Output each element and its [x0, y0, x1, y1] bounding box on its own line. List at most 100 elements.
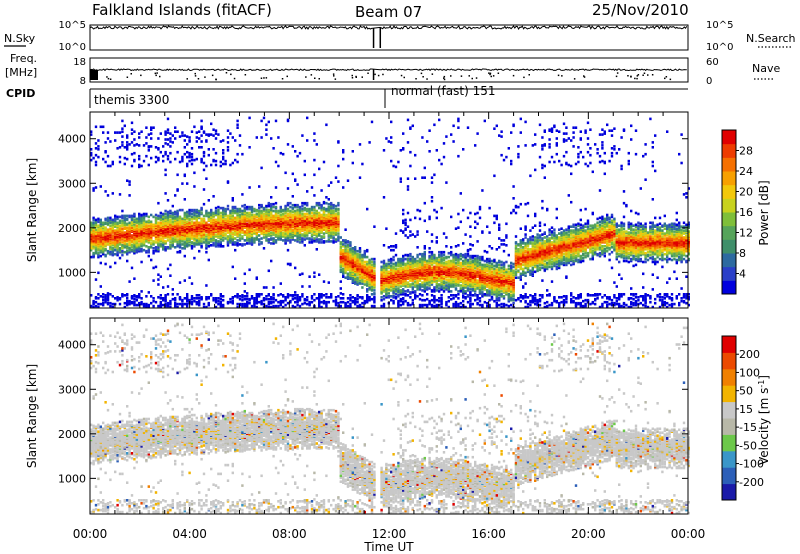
- heatmap-cell: [219, 219, 222, 223]
- heatmap-cell: [145, 295, 148, 298]
- heatmap-cell: [152, 240, 155, 243]
- heatmap-cell: [370, 120, 374, 124]
- heatmap-cell: [102, 221, 105, 225]
- heatmap-cell: [140, 240, 143, 243]
- heatmap-cell: [435, 289, 438, 292]
- heatmap-cell: [423, 298, 426, 302]
- heatmap-cell: [229, 211, 232, 215]
- heatmap-cell: [181, 159, 184, 163]
- nave-dot: [634, 77, 636, 80]
- heatmap-cell: [246, 224, 249, 227]
- heatmap-cell: [356, 252, 359, 256]
- heatmap-cell: [250, 236, 254, 239]
- heatmap-cell: [157, 273, 160, 276]
- heatmap-cell: [250, 295, 254, 298]
- heatmap-cell: [97, 271, 100, 275]
- heatmap-cell: [356, 276, 359, 279]
- heatmap-cell: [164, 209, 167, 213]
- heatmap-cell: [306, 190, 309, 193]
- heatmap-cell: [178, 249, 182, 253]
- heatmap-cell: [423, 268, 426, 272]
- heatmap-cell: [406, 236, 410, 239]
- heatmap-cell: [248, 297, 251, 301]
- heatmap-cell: [409, 283, 412, 286]
- heatmap-cell: [222, 236, 225, 239]
- heatmap-cell: [399, 180, 402, 183]
- heatmap-cell: [294, 150, 297, 153]
- heatmap-cell: [286, 201, 290, 205]
- heatmap-cell: [210, 239, 213, 242]
- heatmap-cell: [258, 212, 261, 216]
- heatmap-cell: [313, 293, 316, 296]
- heatmap-cell: [272, 242, 275, 245]
- heatmap-cell: [358, 303, 362, 307]
- heatmap-cell: [313, 173, 316, 177]
- heatmap-cell: [207, 241, 210, 244]
- heatmap-cell: [128, 180, 131, 183]
- heatmap-cell: [387, 262, 390, 266]
- heatmap-cell: [291, 195, 294, 198]
- heatmap-cell: [214, 233, 218, 236]
- heatmap-cell: [337, 207, 340, 211]
- heatmap-cell: [435, 286, 438, 289]
- heatmap-cell: [183, 279, 186, 282]
- heatmap-cell: [344, 276, 347, 279]
- heatmap-cell: [370, 288, 374, 291]
- heatmap-cell: [92, 245, 95, 248]
- heatmap-cell: [322, 294, 326, 297]
- heatmap-cell: [399, 149, 402, 152]
- heatmap-cell: [366, 255, 369, 259]
- heatmap-cell: [133, 236, 136, 239]
- heatmap-cell: [114, 131, 117, 134]
- heatmap-cell: [368, 258, 371, 262]
- heatmap-cell: [133, 247, 136, 250]
- heatmap-cell: [438, 260, 441, 264]
- heatmap-cell: [183, 302, 186, 306]
- heatmap-cell: [253, 240, 256, 243]
- heatmap-cell: [332, 203, 335, 207]
- nave-dot: [230, 73, 232, 76]
- heatmap-cell: [123, 250, 126, 254]
- heatmap-cell: [171, 230, 174, 233]
- heatmap-cell: [399, 269, 402, 273]
- heatmap-cell: [342, 150, 345, 154]
- heatmap-cell: [337, 201, 340, 205]
- heatmap-cell: [325, 196, 328, 199]
- date-title: 25/Nov/2010: [592, 1, 689, 19]
- heatmap-cell: [370, 285, 374, 288]
- heatmap-cell: [284, 236, 287, 239]
- heatmap-cell: [176, 235, 179, 238]
- nave-dot: [244, 74, 247, 76]
- heatmap-cell: [418, 264, 422, 268]
- nave-dot: [557, 74, 560, 77]
- heatmap-cell: [310, 233, 314, 236]
- nave-dot: [475, 77, 478, 79]
- heatmap-cell: [399, 285, 402, 288]
- heatmap-cell: [145, 126, 148, 129]
- heatmap-cell: [164, 218, 167, 222]
- heatmap-cell: [229, 300, 232, 304]
- heatmap-cell: [421, 294, 424, 297]
- heatmap-cell: [142, 221, 146, 225]
- heatmap-cell: [147, 215, 150, 219]
- heatmap-cell: [210, 293, 213, 296]
- nave-dot: [126, 76, 129, 78]
- heatmap-cell: [219, 304, 222, 308]
- heatmap-cell: [294, 294, 297, 297]
- heatmap-cell: [414, 177, 417, 180]
- heatmap-cell: [236, 219, 239, 223]
- heatmap-cell: [344, 249, 347, 253]
- heatmap-cell: [306, 225, 309, 228]
- heatmap-cell: [162, 239, 165, 242]
- heatmap-cell: [154, 221, 158, 225]
- heatmap-cell: [243, 226, 246, 229]
- heatmap-cell: [337, 203, 340, 207]
- heatmap-cell: [231, 136, 234, 139]
- heatmap-cell: [440, 302, 443, 306]
- heatmap-cell: [171, 237, 174, 240]
- heatmap-cell: [90, 151, 93, 155]
- heatmap-cell: [260, 224, 263, 227]
- heatmap-cell: [426, 259, 429, 263]
- heatmap-cell: [169, 241, 172, 244]
